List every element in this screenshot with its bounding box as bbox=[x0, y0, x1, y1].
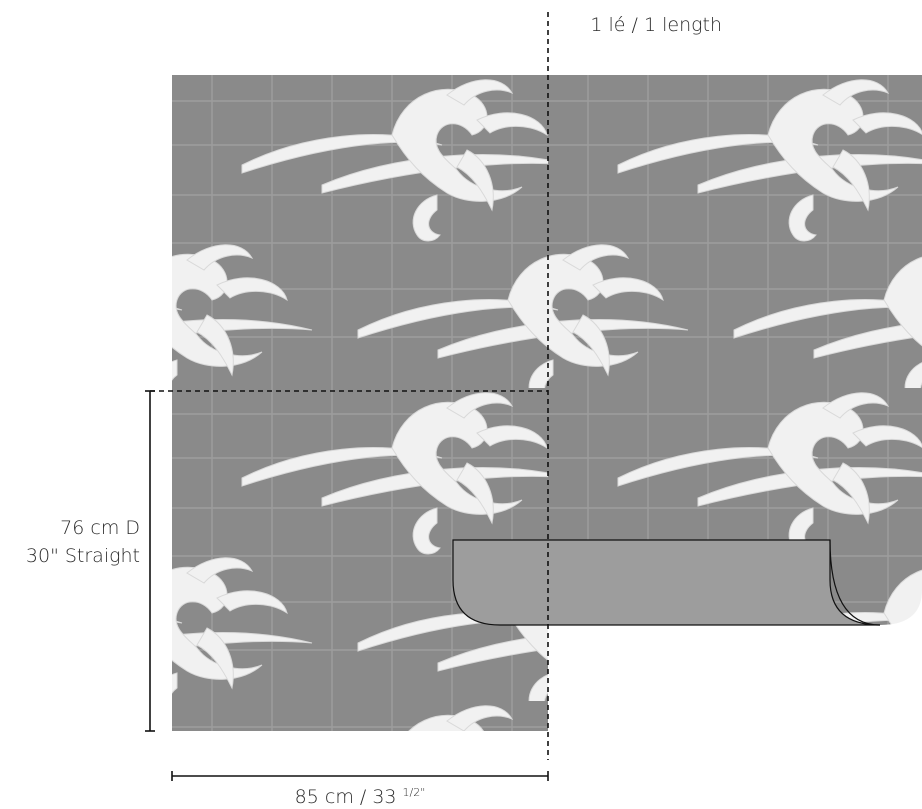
width-dimension bbox=[171, 771, 549, 781]
height-metric: 76 cm D bbox=[60, 517, 140, 539]
width-text: 85 cm / 33 bbox=[294, 786, 403, 808]
height-imperial: 30" Straight bbox=[25, 545, 140, 567]
roll-curl bbox=[452, 539, 881, 626]
height-dimension bbox=[145, 390, 155, 732]
wallpaper-panel-left bbox=[172, 75, 548, 731]
width-label: 85 cm / 33 1/2" bbox=[172, 786, 548, 808]
length-label: 1 lé / 1 length bbox=[0, 14, 722, 36]
wallpaper-panel-right bbox=[548, 75, 922, 625]
height-label: 76 cm D 30" Straight bbox=[0, 514, 140, 570]
length-text: 1 lé / 1 length bbox=[590, 14, 722, 36]
width-fraction: 1/2" bbox=[402, 786, 426, 799]
roll-curl-inner bbox=[829, 539, 881, 626]
